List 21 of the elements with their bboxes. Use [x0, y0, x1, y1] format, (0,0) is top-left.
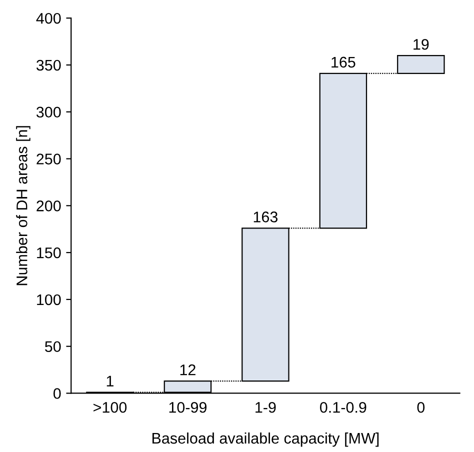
- y-tick-label: 0: [53, 388, 61, 399]
- data-label: 165: [332, 56, 356, 68]
- x-axis-title: Baseload available capacity [MW]: [152, 432, 379, 447]
- x-tick-label: 0.1-0.9: [320, 402, 366, 413]
- y-tick-label: 300: [36, 106, 61, 118]
- y-tick-label: 250: [36, 154, 61, 164]
- data-label: 163: [254, 212, 278, 222]
- y-tick-label: 350: [36, 60, 61, 71]
- y-tick-label: 150: [37, 247, 61, 258]
- data-label: 19: [414, 38, 429, 50]
- y-tick-label: 400: [36, 12, 61, 24]
- x-tick-label: >100: [94, 402, 127, 413]
- y-tick-label: 200: [36, 200, 61, 212]
- y-tick-label: 50: [44, 341, 61, 352]
- data-label: 12: [180, 364, 196, 376]
- x-tick-label: 0: [417, 402, 425, 413]
- x-tick-label: 10-99: [169, 402, 207, 413]
- data-label: 1: [106, 376, 114, 386]
- y-tick-label: 100: [37, 294, 61, 306]
- y-axis-title: Number of DH areas [n]: [16, 126, 30, 286]
- x-tick-label: 1-9: [256, 402, 276, 413]
